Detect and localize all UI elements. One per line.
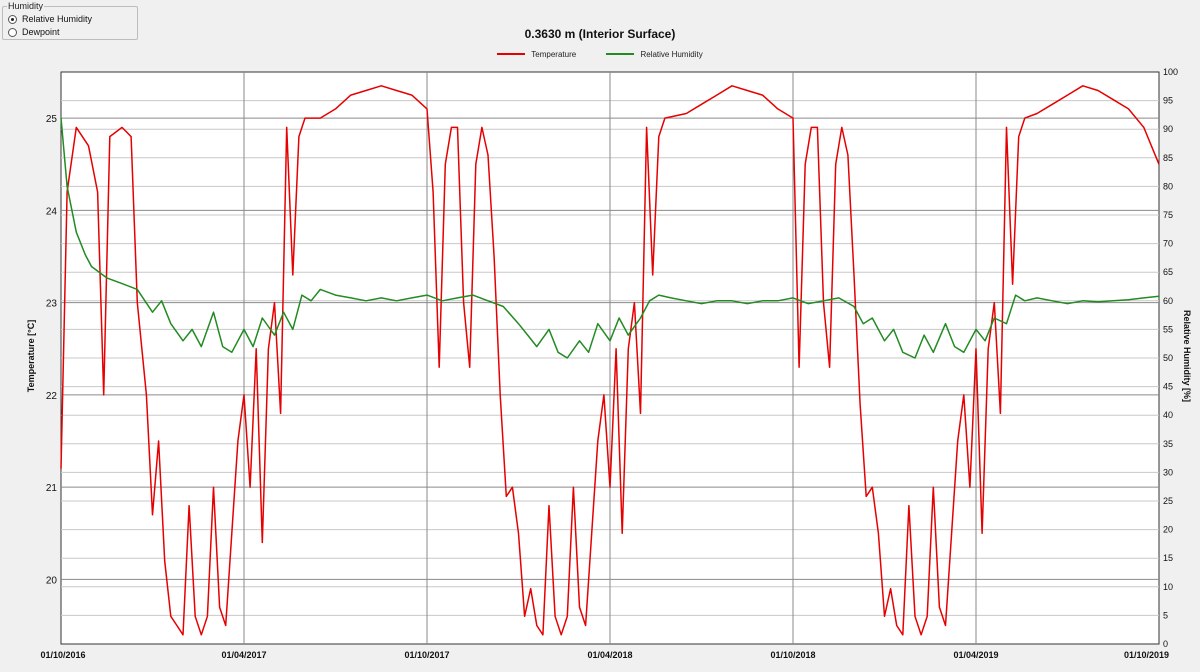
series-line-relative-humidity	[60, 117, 1160, 359]
y-tick-right: 45	[1163, 382, 1173, 392]
dewpoint-radio[interactable]: Dewpoint	[8, 26, 60, 38]
grid-lines	[61, 72, 1159, 644]
radio-selected-icon[interactable]	[8, 14, 17, 24]
y-tick-left: 20	[46, 575, 58, 586]
humidity-option-group: Humidity Relative Humidity Dewpoint	[2, 0, 138, 40]
x-tick-label: 01/10/2016	[40, 650, 85, 660]
y-tick-right: 15	[1163, 553, 1173, 563]
y-tick-left: 22	[46, 391, 58, 402]
y-tick-right: 100	[1163, 67, 1178, 77]
tick-labels: 0 5 10 15 20 25 30 35 40 45 50 55 60 65 70 75 80 85 90 95 10…	[40, 67, 1178, 660]
y-tick-right: 10	[1163, 582, 1173, 592]
chart-title: 0.3630 m (Interior Surface)	[524, 27, 676, 41]
legend-label-temperature: Temperature	[531, 49, 577, 59]
y-axis-label-left: Temperature [°C]	[26, 319, 36, 393]
y-tick-right: 35	[1163, 439, 1173, 449]
x-tick-label: 01/04/2019	[953, 650, 998, 660]
y-tick-left: 23	[46, 299, 58, 310]
y-tick-right: 65	[1163, 267, 1173, 277]
legend-swatch-temperature	[497, 53, 526, 55]
y-tick-right: 90	[1163, 124, 1173, 134]
y-tick-right: 70	[1163, 239, 1173, 249]
y-tick-right: 95	[1163, 96, 1173, 106]
relative-humidity-label: Relative Humidity	[22, 14, 93, 24]
y-tick-right: 80	[1163, 181, 1173, 191]
radio-unselected-icon[interactable]	[8, 27, 17, 37]
x-tick-label: 01/10/2019	[1124, 650, 1169, 660]
y-tick-right: 60	[1163, 296, 1173, 306]
x-tick-label: 01/04/2017	[221, 650, 266, 660]
legend-item-relative-humidity: Relative Humidity	[606, 49, 703, 59]
y-tick-left: 21	[46, 483, 58, 494]
y-tick-right: 0	[1163, 639, 1168, 649]
series-group	[60, 85, 1160, 636]
y-axis-label-right: Relative Humidity [%]	[1182, 309, 1192, 403]
y-tick-left: 25	[46, 114, 58, 125]
y-tick-right: 50	[1163, 353, 1173, 363]
legend-swatch-relative-humidity	[606, 53, 635, 55]
y-tick-right: 75	[1163, 210, 1173, 220]
humidity-group-title: Humidity	[7, 0, 45, 12]
relative-humidity-radio[interactable]: Relative Humidity	[8, 13, 92, 25]
y-tick-left: 24	[46, 206, 58, 217]
x-tick-label: 01/10/2018	[770, 650, 815, 660]
y-tick-right: 25	[1163, 496, 1173, 506]
x-tick-label: 01/10/2017	[404, 650, 449, 660]
y-tick-right: 85	[1163, 153, 1173, 163]
y-tick-right: 20	[1163, 525, 1173, 535]
chart-legend: Temperature Relative Humidity	[0, 48, 1200, 59]
y-tick-right: 55	[1163, 324, 1173, 334]
legend-label-relative-humidity: Relative Humidity	[640, 49, 703, 59]
dewpoint-label: Dewpoint	[22, 27, 60, 37]
series-line-temperature	[60, 85, 1160, 636]
y-tick-right: 30	[1163, 467, 1173, 477]
y-tick-right: 5	[1163, 610, 1168, 620]
legend-item-temperature: Temperature	[497, 50, 576, 59]
x-tick-label: 01/04/2018	[587, 650, 632, 660]
y-tick-right: 40	[1163, 410, 1173, 420]
